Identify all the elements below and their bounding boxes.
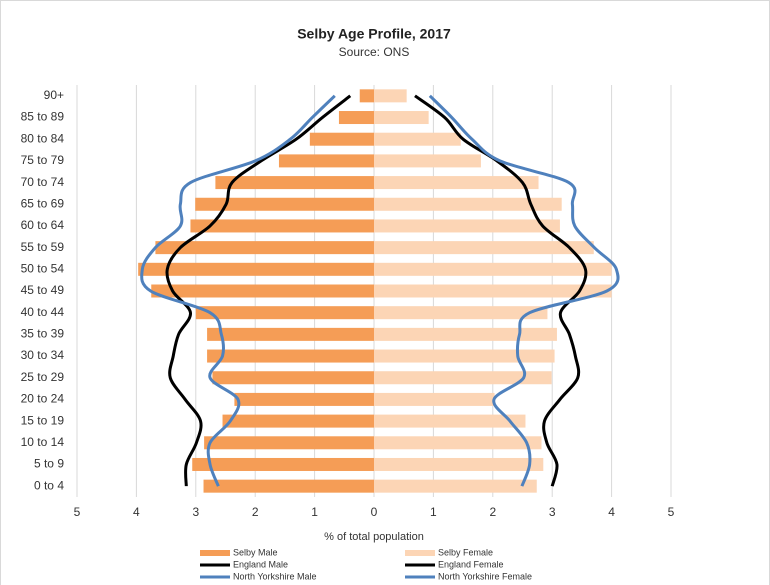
chart-subtitle: Source: ONS [339, 45, 410, 59]
x-axis-title: % of total population [324, 531, 424, 543]
legend-label: Selby Female [438, 547, 493, 557]
x-tick-label: 2 [489, 505, 496, 519]
y-tick-label: 80 to 84 [21, 131, 65, 145]
x-tick-label: 5 [668, 505, 675, 519]
legend-label: England Female [438, 559, 504, 569]
bar [151, 284, 374, 298]
bar [374, 132, 461, 146]
bar [195, 306, 374, 320]
y-tick-label: 30 to 34 [21, 348, 65, 362]
x-tick-label: 3 [192, 505, 199, 519]
y-tick-label: 55 to 59 [21, 240, 65, 254]
x-tick-label: 1 [311, 505, 318, 519]
y-tick-label: 20 to 24 [21, 392, 65, 406]
bar [212, 371, 374, 385]
y-tick-label: 70 to 74 [21, 175, 65, 189]
y-tick-label: 5 to 9 [34, 457, 64, 471]
bar [374, 176, 539, 190]
line [140, 94, 336, 487]
y-tick-label: 40 to 44 [21, 305, 65, 319]
x-tick-label: 2 [252, 505, 259, 519]
x-tick-label: 0 [371, 505, 378, 519]
chart-title: Selby Age Profile, 2017 [297, 26, 451, 42]
bar [374, 197, 562, 211]
bar [204, 436, 374, 450]
y-tick-label: 10 to 14 [21, 435, 65, 449]
line [165, 94, 352, 487]
y-tick-label: 0 to 4 [34, 478, 64, 492]
y-tick-label: 90+ [44, 88, 64, 102]
x-tick-label: 1 [430, 505, 437, 519]
legend-label: North Yorkshire Male [233, 571, 317, 581]
bar [359, 89, 374, 103]
bar [192, 457, 374, 471]
legend-label: Selby Male [233, 547, 278, 557]
y-tick-label: 50 to 54 [21, 261, 65, 275]
x-tick-label: 4 [608, 505, 615, 519]
bar [374, 306, 548, 320]
y-tick-label: 35 to 39 [21, 327, 65, 341]
bar [215, 176, 374, 190]
bar [374, 89, 407, 103]
bar [155, 241, 374, 255]
bar [338, 111, 374, 125]
bar [374, 479, 537, 493]
legend-swatch [200, 550, 230, 556]
bar [207, 349, 374, 363]
y-tick-label: 60 to 64 [21, 218, 65, 232]
bar [374, 392, 495, 406]
bar [138, 262, 374, 276]
bar [278, 154, 374, 168]
bar [374, 327, 557, 341]
y-tick-label: 15 to 19 [21, 413, 65, 427]
bar [374, 262, 612, 276]
y-tick-label: 45 to 49 [21, 283, 65, 297]
bar [234, 392, 374, 406]
bar [374, 371, 552, 385]
line [428, 94, 620, 487]
x-tick-label: 5 [74, 505, 81, 519]
bar [374, 457, 544, 471]
y-tick-label: 85 to 89 [21, 110, 65, 124]
bar [195, 197, 374, 211]
bar [222, 414, 374, 428]
bar [190, 219, 374, 233]
bar [207, 327, 374, 341]
y-tick-label: 65 to 69 [21, 196, 65, 210]
legend-label: England Male [233, 559, 288, 569]
bar [374, 414, 526, 428]
legend-swatch [405, 550, 435, 556]
x-tick-label: 3 [549, 505, 556, 519]
bar [374, 111, 429, 125]
x-tick-label: 4 [133, 505, 140, 519]
bar [374, 436, 542, 450]
legend-label: North Yorkshire Female [438, 571, 532, 581]
bar [309, 132, 374, 146]
bar [374, 154, 481, 168]
bar [203, 479, 374, 493]
bar [374, 349, 555, 363]
y-tick-label: 25 to 29 [21, 370, 65, 384]
bar [374, 219, 560, 233]
bar [374, 241, 594, 255]
bar [374, 284, 612, 298]
y-tick-label: 75 to 79 [21, 153, 65, 167]
